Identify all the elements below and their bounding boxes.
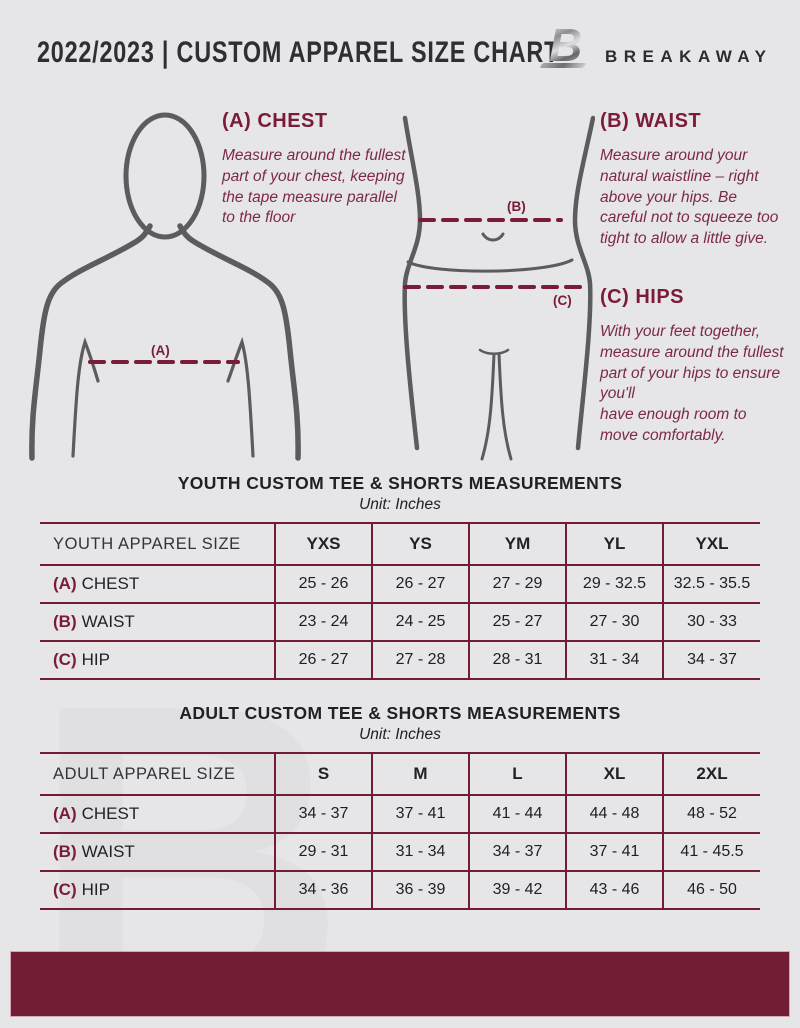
measurement-value: 48 - 52 [662,795,760,833]
youth-table-title: YOUTH CUSTOM TEE & SHORTS MEASUREMENTS [177,473,623,493]
measurement-value: 25 - 26 [274,565,372,603]
adult-table-title: ADULT CUSTOM TEE & SHORTS MEASUREMENTS [179,703,621,723]
brand-name: BREAKAWAY [605,47,773,66]
measurement-value: 34 - 37 [662,641,760,679]
hips-heading: (C) HIPS [600,286,684,308]
measurement-value: 41 - 44 [468,795,566,833]
measurement-value: 37 - 41 [371,795,469,833]
size-column-header: YL [565,523,663,565]
row-prefix: (B) [53,842,77,861]
youth-table-unit: Unit: Inches [359,496,441,513]
footer-accent-bar [10,951,790,1017]
youth-corner-header: YOUTH APPAREL SIZE [53,534,241,553]
measurement-value: 46 - 50 [662,871,760,909]
youth-size-table: YOUTH APPAREL SIZE YXS YS YM YL YXL (A) C… [40,522,760,680]
youth-size-section: YOUTH CUSTOM TEE & SHORTS MEASUREMENTS U… [40,473,760,680]
adult-table-unit: Unit: Inches [359,726,441,743]
measurement-value: 34 - 36 [274,871,372,909]
hips-marker-label: (C) [553,293,572,308]
brand-logo: B BREAKAWAY [539,22,773,76]
row-name: HIP [81,650,110,669]
size-column-header: YXS [274,523,372,565]
measurement-value: 29 - 32.5 [565,565,663,603]
table-row: (A) CHEST 25 - 26 26 - 27 27 - 29 29 - 32… [40,565,760,603]
measurement-value: 34 - 37 [468,833,566,871]
measurement-value: 29 - 31 [274,833,372,871]
measurement-value: 30 - 33 [662,603,760,641]
measurement-value: 32.5 - 35.5 [662,565,760,603]
hips-body-text: With your feet together, measure around … [600,323,784,444]
page-title: 2022/2023 | CUSTOM APPAREL SIZE CHART [37,36,560,69]
table-row: (C) HIP 34 - 36 36 - 39 39 - 42 43 - 46 4… [40,871,760,909]
measurement-value: 26 - 27 [274,641,372,679]
measurement-value: 39 - 42 [468,871,566,909]
row-prefix: (C) [53,880,77,899]
size-column-header: XL [565,753,663,795]
measurement-value: 31 - 34 [371,833,469,871]
table-row: (B) WAIST 29 - 31 31 - 34 34 - 37 37 - 41… [40,833,760,871]
chest-marker-label: (A) [151,343,170,358]
adult-size-table: ADULT APPAREL SIZE S M L XL 2XL (A) CHEST… [40,752,760,910]
waist-marker-label: (B) [507,199,526,214]
table-row: (B) WAIST 23 - 24 24 - 25 25 - 27 27 - 30… [40,603,760,641]
logo-letter: B [549,19,583,71]
logo-swoosh-shape [539,63,587,68]
row-prefix: (B) [53,612,77,631]
breakaway-logo-icon: B [539,22,593,76]
row-label-chest: (A) CHEST [40,565,275,603]
row-prefix: (A) [53,804,77,823]
measurement-value: 41 - 45.5 [662,833,760,871]
size-column-header: S [274,753,372,795]
waist-heading: (B) WAIST [600,110,702,132]
row-name: WAIST [81,842,135,861]
measurement-value: 34 - 37 [274,795,372,833]
size-column-header: YXL [662,523,760,565]
size-column-header: L [468,753,566,795]
measurement-value: 43 - 46 [565,871,663,909]
row-name: CHEST [81,804,140,823]
row-label-hip: (C) HIP [40,871,275,909]
measurement-value: 25 - 27 [468,603,566,641]
measurement-value: 23 - 24 [274,603,372,641]
row-name: WAIST [81,612,135,631]
row-label-waist: (B) WAIST [40,833,275,871]
measurement-value: 31 - 34 [565,641,663,679]
waist-instructions: (B) WAIST Measure around your natural wa… [600,110,782,250]
row-prefix: (C) [53,650,77,669]
upper-body-figure [29,112,301,461]
measurement-value: 36 - 39 [371,871,469,909]
chest-heading: (A) CHEST [222,110,328,132]
measurement-value: 27 - 30 [565,603,663,641]
measurement-value: 44 - 48 [565,795,663,833]
measurement-value: 37 - 41 [565,833,663,871]
adult-size-section: ADULT CUSTOM TEE & SHORTS MEASUREMENTS U… [40,703,760,910]
chest-instructions: (A) CHEST Measure around the fullest par… [222,110,412,229]
table-row: (C) HIP 26 - 27 27 - 28 28 - 31 31 - 34 3… [40,641,760,679]
hips-instructions: (C) HIPS With your feet together, measur… [600,286,788,447]
row-name: CHEST [81,574,140,593]
adult-header-row: ADULT APPAREL SIZE S M L XL 2XL [40,753,760,795]
size-column-header: YM [468,523,566,565]
measurement-value: 27 - 29 [468,565,566,603]
row-name: HIP [81,880,110,899]
row-label-waist: (B) WAIST [40,603,275,641]
measurement-value: 26 - 27 [371,565,469,603]
size-column-header: M [371,753,469,795]
measurement-value: 28 - 31 [468,641,566,679]
measurement-value: 24 - 25 [371,603,469,641]
lower-body-figure [402,115,595,461]
table-row: (A) CHEST 34 - 37 37 - 41 41 - 44 44 - 48… [40,795,760,833]
youth-header-row: YOUTH APPAREL SIZE YXS YS YM YL YXL [40,523,760,565]
row-prefix: (A) [53,574,77,593]
size-column-header: 2XL [662,753,760,795]
row-label-chest: (A) CHEST [40,795,275,833]
chest-body-text: Measure around the fullest part of your … [222,147,406,227]
measurement-value: 27 - 28 [371,641,469,679]
row-label-hip: (C) HIP [40,641,275,679]
adult-corner-header: ADULT APPAREL SIZE [53,764,236,783]
size-column-header: YS [371,523,469,565]
waist-body-text: Measure around your natural waistline – … [600,147,779,248]
